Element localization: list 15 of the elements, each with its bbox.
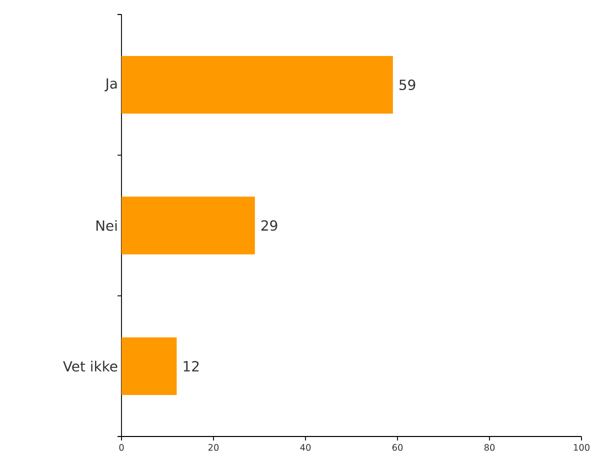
data-label: 59 xyxy=(400,80,416,90)
x-tick-label: 40 xyxy=(300,444,311,451)
y-tick-label: Vet ikke xyxy=(63,360,118,372)
bar xyxy=(122,337,177,396)
x-tick-label: 20 xyxy=(208,444,219,451)
x-tick-label: 60 xyxy=(392,444,403,451)
bar xyxy=(122,196,255,254)
data-label: 29 xyxy=(261,220,278,231)
data-label: 12 xyxy=(184,360,199,372)
bar xyxy=(122,56,393,114)
x-tick-label: 100 xyxy=(574,444,590,451)
y-tick-label: Nei xyxy=(96,220,117,231)
x-tick-label: 0 xyxy=(119,444,124,451)
x-tick-label: 80 xyxy=(484,444,495,451)
y-tick-label: Ja xyxy=(104,78,117,92)
